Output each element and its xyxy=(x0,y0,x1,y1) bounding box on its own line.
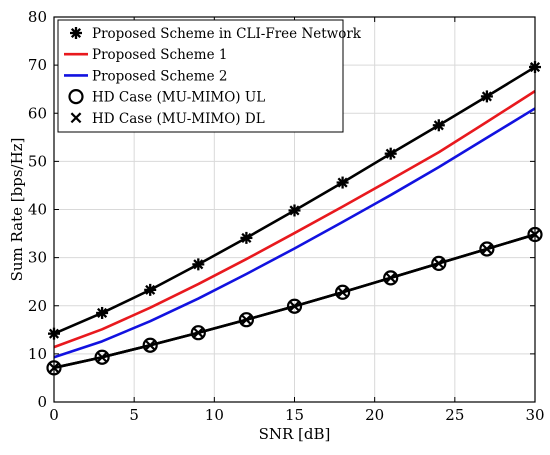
legend-label: HD Case (MU-MIMO) DL xyxy=(92,111,265,127)
series-4-point xyxy=(286,298,303,314)
series-1-point xyxy=(240,231,253,244)
series-5-point xyxy=(481,243,493,255)
x-tick-label: 20 xyxy=(365,406,384,424)
series-4-point xyxy=(94,349,110,365)
legend-label: HD Case (MU-MIMO) UL xyxy=(92,90,265,106)
series-4-point xyxy=(190,325,206,341)
y-axis-label: Sum Rate [bps/Hz] xyxy=(8,138,26,282)
y-tick-label: 70 xyxy=(28,56,47,74)
y-tick-label: 80 xyxy=(28,8,47,26)
series-1-point xyxy=(192,258,205,271)
series-5-point xyxy=(337,286,348,298)
legend-item-1: Proposed Scheme in CLI-Free Network xyxy=(70,26,362,42)
series-5-point xyxy=(96,351,108,363)
tick-labels: 0 5 10 15 20 25 30 0 10 20 30 40 50 60 70 80 xyxy=(28,8,545,424)
series-2-line xyxy=(53,90,536,349)
series-4-point xyxy=(383,270,399,286)
series-1 xyxy=(48,61,541,340)
y-tick-label: 30 xyxy=(28,249,47,267)
series-5 xyxy=(48,229,541,374)
series-4-point xyxy=(479,241,495,257)
y-tick-label: 10 xyxy=(28,345,47,363)
series-1-point xyxy=(336,176,349,189)
series-5-point xyxy=(192,327,204,339)
x-tick-label: 30 xyxy=(525,406,544,424)
x-tick-label: 15 xyxy=(285,406,304,424)
axis-ticks xyxy=(53,16,536,403)
legend-label: Proposed Scheme 2 xyxy=(92,68,227,84)
x-axis-label: SNR [dB] xyxy=(259,425,331,443)
legend-marker-swatch xyxy=(70,27,82,39)
legend: Proposed Scheme in CLI-Free Network Propo… xyxy=(57,19,362,133)
series-5-point xyxy=(144,339,156,351)
y-tick-label: 20 xyxy=(28,297,47,315)
legend-marker-swatch xyxy=(68,88,84,105)
series-4-point xyxy=(142,337,158,353)
x-tick-label: 25 xyxy=(445,406,464,424)
series-5-point xyxy=(241,314,252,326)
x-tick-label: 10 xyxy=(205,406,224,424)
legend-item-3: Proposed Scheme 2 xyxy=(64,68,227,84)
y-tick-label: 40 xyxy=(28,201,47,219)
series-2 xyxy=(53,90,536,349)
legend-box xyxy=(57,19,344,133)
x-tick-label: 0 xyxy=(49,406,59,424)
y-tick-label: 0 xyxy=(37,393,47,411)
series-3 xyxy=(53,107,536,359)
y-tick-label: 60 xyxy=(28,104,47,122)
series-4-point xyxy=(431,255,447,271)
series-1-point xyxy=(288,204,301,217)
series-3-line xyxy=(53,107,536,359)
series-5-point xyxy=(385,272,397,284)
legend-item-5: HD Case (MU-MIMO) DL xyxy=(70,111,265,127)
series-1-point xyxy=(480,90,493,103)
legend-item-4: HD Case (MU-MIMO) UL xyxy=(68,88,265,106)
series-1-point xyxy=(384,147,397,160)
series-1-point xyxy=(432,119,445,132)
series-4-point xyxy=(238,312,254,328)
legend-label: Proposed Scheme in CLI-Free Network xyxy=(92,26,362,42)
series-5-point xyxy=(433,258,445,269)
series-1-point xyxy=(96,306,109,319)
legend-label: Proposed Scheme 1 xyxy=(92,47,227,63)
series-5-point xyxy=(289,300,300,312)
series-1-point xyxy=(144,283,157,296)
series-4-point xyxy=(335,284,351,300)
legend-item-2: Proposed Scheme 1 xyxy=(64,47,227,63)
series-layer xyxy=(46,61,543,376)
y-tick-label: 50 xyxy=(28,152,47,170)
x-tick-label: 5 xyxy=(129,406,139,424)
legend-marker-swatch xyxy=(70,112,82,124)
